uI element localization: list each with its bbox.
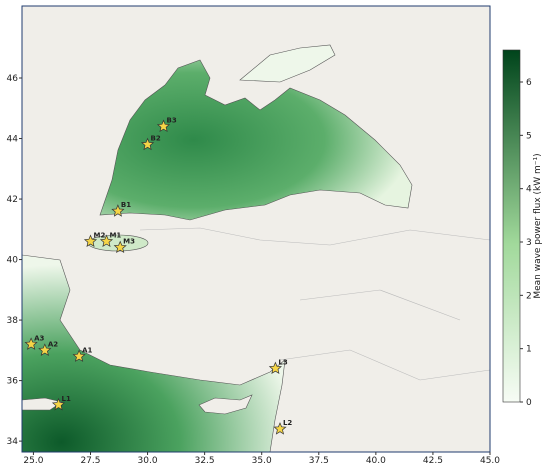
map [22, 6, 490, 452]
station-marker [24, 337, 38, 350]
y-tick-label: 38 [7, 316, 19, 326]
x-tick-label: 27.5 [80, 456, 100, 465]
station-label: A1 [82, 346, 92, 354]
x-tick-label: 37.5 [309, 456, 329, 465]
colorbar-label: Mean wave power flux (kW m⁻¹) [533, 153, 543, 298]
x-tick-label: 32.5 [195, 456, 215, 465]
station-marker [141, 137, 155, 151]
station-marker [268, 361, 282, 375]
x-tick-label: 35.0 [252, 456, 272, 465]
station-marker [156, 119, 171, 133]
y-tick-label: 40 [7, 256, 19, 266]
colorbar-tick-label: 4 [526, 185, 532, 195]
y-tick-label: 34 [7, 437, 19, 447]
station-label: B1 [121, 201, 131, 209]
station-label: B2 [151, 135, 161, 143]
colorbar-tick-label: 6 [526, 78, 532, 88]
station-label: B3 [167, 116, 177, 124]
x-tick-label: 42.5 [423, 456, 443, 465]
black-sea [99, 59, 413, 221]
station-label: A3 [34, 334, 44, 342]
cyprus [198, 394, 253, 415]
colorbar-tick-label: 1 [526, 345, 532, 355]
station-label: A2 [48, 340, 58, 348]
y-tick-label: 46 [7, 74, 19, 84]
map-frame [21, 5, 491, 453]
colorbar-tick-label: 2 [526, 291, 532, 301]
borders [139, 227, 490, 381]
x-tick-label: 40.0 [366, 456, 386, 465]
y-tick-label: 42 [7, 195, 18, 205]
station-marker [111, 204, 125, 217]
colorbar [502, 49, 521, 403]
station-marker [113, 240, 127, 254]
station-label: L2 [283, 419, 292, 427]
y-tick-label: 36 [7, 377, 19, 387]
station-label: L1 [62, 395, 71, 403]
station-marker [99, 234, 114, 248]
station-label: M3 [123, 237, 135, 245]
x-tick-label: 30.0 [138, 456, 158, 465]
colorbar-tick-label: 5 [526, 131, 532, 141]
station-label: M2 [93, 231, 105, 239]
station-marker [72, 349, 86, 362]
station-marker [83, 234, 98, 248]
station-label: L3 [278, 358, 287, 366]
x-tick-label: 25.0 [23, 456, 43, 465]
station-marker [38, 343, 52, 356]
station-marker [51, 397, 66, 411]
colorbar-tick-label: 0 [526, 398, 532, 408]
azov-sea [239, 44, 336, 83]
y-tick-label: 44 [7, 135, 19, 145]
station-label: M1 [109, 231, 121, 239]
station-marker [273, 422, 287, 435]
colorbar-tick-label: 3 [526, 238, 532, 248]
x-tick-label: 45.0 [480, 456, 500, 465]
